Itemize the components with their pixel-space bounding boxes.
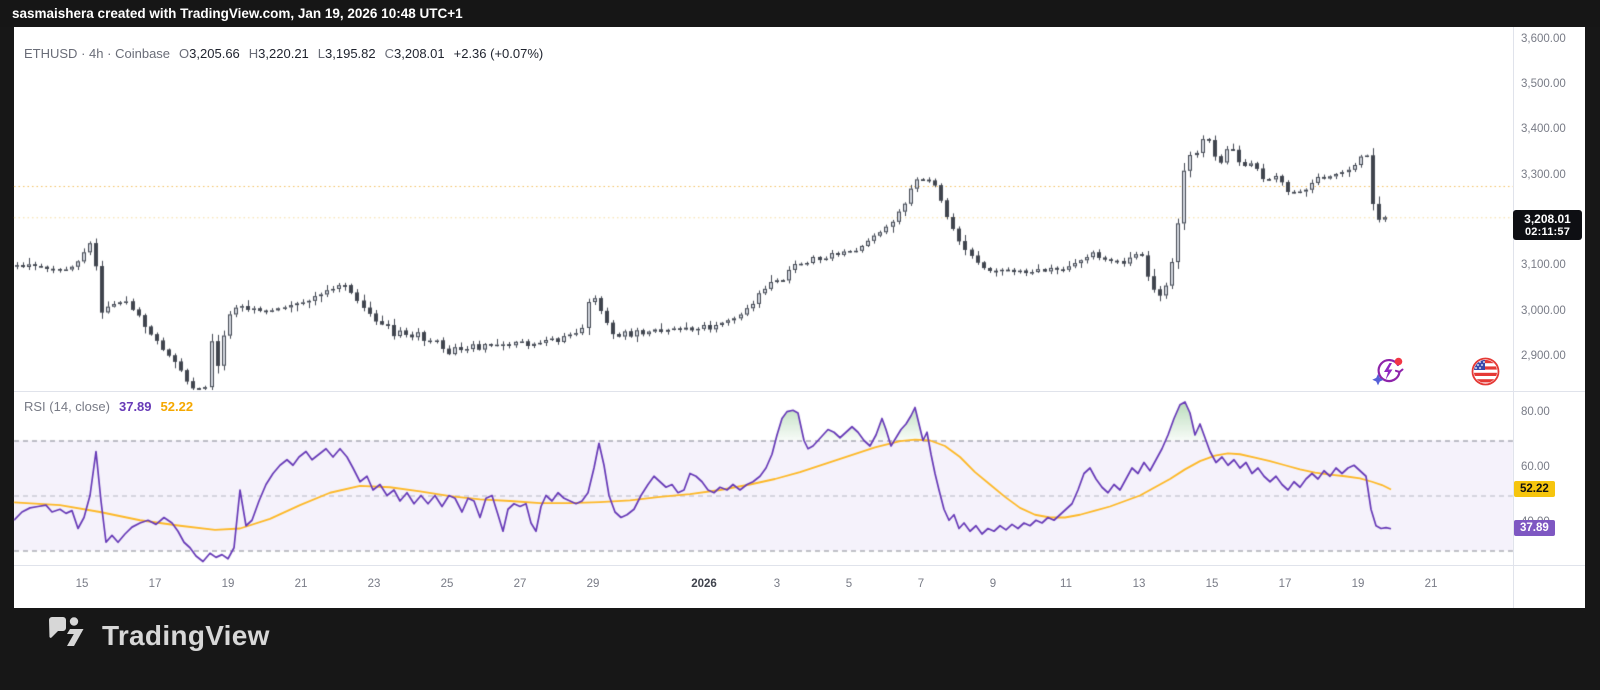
price-tick: 3,600.00 [1521, 33, 1566, 45]
time-tick: 23 [367, 578, 381, 590]
price-axis-border [1513, 27, 1514, 608]
current-price-badge: 3,208.01 02:11:57 [1513, 210, 1582, 240]
rsi-value: 37.89 [118, 399, 152, 414]
current-price: 3,208.01 [1524, 212, 1571, 226]
rsi-legend[interactable]: RSI (14, close) 37.89 52.22 [24, 399, 193, 414]
pane-separator[interactable] [14, 391, 1585, 392]
rsi-title[interactable]: RSI (14, close) [24, 399, 110, 414]
time-tick-year: 2026 [691, 578, 717, 590]
price-tick: 3,000.00 [1521, 305, 1566, 317]
rsi-ma-badge: 52.22 [1514, 481, 1555, 497]
tradingview-logo-icon [46, 616, 90, 655]
rsi-tick: 80.00 [1521, 406, 1550, 418]
time-tick: 29 [586, 578, 600, 590]
time-tick: 19 [221, 578, 235, 590]
tradingview-logo[interactable]: TradingView [46, 616, 270, 655]
time-tick: 7 [917, 578, 925, 590]
time-tick: 3 [773, 578, 781, 590]
symbol-title[interactable]: ETHUSD · 4h · Coinbase [24, 46, 171, 61]
time-tick: 9 [989, 578, 997, 590]
events-spark-icon[interactable] [1371, 355, 1405, 389]
time-tick: 13 [1132, 578, 1146, 590]
price-tick: 3,400.00 [1521, 123, 1566, 135]
time-tick: 21 [1424, 578, 1438, 590]
price-tick: 3,100.00 [1521, 259, 1566, 271]
time-axis-separator [14, 565, 1585, 566]
symbol-legend[interactable]: ETHUSD · 4h · Coinbase O3,205.66 H3,220.… [24, 46, 543, 61]
time-tick: 5 [845, 578, 853, 590]
rsi-value-badge: 37.89 [1514, 520, 1555, 536]
time-tick: 17 [148, 578, 162, 590]
ohlc-close: C3,208.01 [384, 46, 445, 61]
time-tick: 21 [294, 578, 308, 590]
time-tick: 15 [1205, 578, 1219, 590]
time-tick: 15 [75, 578, 89, 590]
bar-countdown: 02:11:57 [1524, 226, 1571, 238]
ohlc-low: L3,195.82 [317, 46, 376, 61]
time-tick: 25 [440, 578, 454, 590]
rsi-tick: 60.00 [1521, 461, 1550, 473]
change-value: +2.36 (+0.07%) [453, 46, 544, 61]
ohlc-high: H3,220.21 [248, 46, 309, 61]
price-tick: 2,900.00 [1521, 350, 1566, 362]
time-tick: 11 [1060, 578, 1072, 590]
time-tick: 27 [513, 578, 527, 590]
time-tick: 17 [1278, 578, 1292, 590]
price-tick: 3,300.00 [1521, 169, 1566, 181]
us-flag-icon[interactable] [1471, 357, 1500, 386]
tradingview-logo-text: TradingView [102, 619, 270, 651]
price-tick: 3,500.00 [1521, 78, 1566, 90]
rsi-ma-value: 52.22 [160, 399, 194, 414]
ohlc-open: O3,205.66 [179, 46, 240, 61]
time-tick: 19 [1351, 578, 1365, 590]
